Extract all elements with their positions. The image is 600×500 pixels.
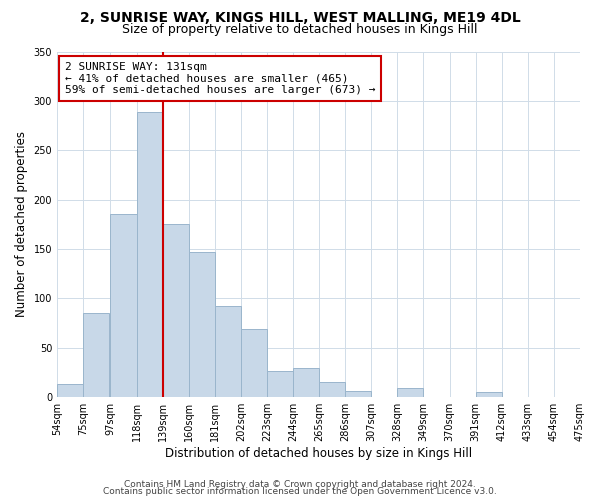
Bar [137,112,163,397]
Bar [215,306,241,397]
Text: 2, SUNRISE WAY, KINGS HILL, WEST MALLING, ME19 4DL: 2, SUNRISE WAY, KINGS HILL, WEST MALLING… [80,11,520,25]
Bar [163,224,189,397]
Text: Contains public sector information licensed under the Open Government Licence v3: Contains public sector information licen… [103,487,497,496]
Bar [397,388,424,397]
Bar [189,252,215,397]
Y-axis label: Number of detached properties: Number of detached properties [15,132,28,318]
Text: Size of property relative to detached houses in Kings Hill: Size of property relative to detached ho… [122,22,478,36]
Bar [57,384,83,397]
Bar [83,314,109,397]
Text: Contains HM Land Registry data © Crown copyright and database right 2024.: Contains HM Land Registry data © Crown c… [124,480,476,489]
Bar [345,392,371,397]
Bar [319,382,345,397]
Bar [241,329,267,397]
X-axis label: Distribution of detached houses by size in Kings Hill: Distribution of detached houses by size … [165,447,472,460]
Bar [267,370,293,397]
Bar [110,214,137,397]
Text: 2 SUNRISE WAY: 131sqm
← 41% of detached houses are smaller (465)
59% of semi-det: 2 SUNRISE WAY: 131sqm ← 41% of detached … [65,62,376,95]
Bar [293,368,319,397]
Bar [476,392,502,397]
